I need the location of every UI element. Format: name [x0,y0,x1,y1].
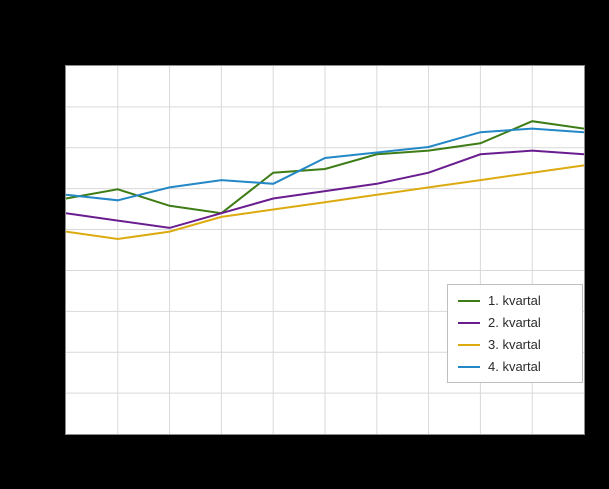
legend-swatch-icon [458,343,480,346]
plot-area: 1. kvartal 2. kvartal 3. kvartal 4. kvartal [65,65,585,435]
legend-swatch-icon [458,365,480,368]
legend: 1. kvartal 2. kvartal 3. kvartal 4. kvartal [447,284,583,383]
legend-label: 1. kvartal [488,293,541,308]
line-chart [66,66,584,434]
series-line-2 [66,149,584,229]
legend-item: 3. kvartal [458,338,572,351]
legend-item: 1. kvartal [458,294,572,307]
legend-item: 4. kvartal [458,360,572,373]
legend-swatch-icon [458,299,480,302]
series-line-4 [66,127,584,202]
legend-label: 4. kvartal [488,359,541,374]
legend-swatch-icon [458,321,480,324]
legend-item: 2. kvartal [458,316,572,329]
series-line-1 [66,120,584,215]
legend-label: 3. kvartal [488,337,541,352]
series-line-3 [66,164,584,241]
legend-label: 2. kvartal [488,315,541,330]
